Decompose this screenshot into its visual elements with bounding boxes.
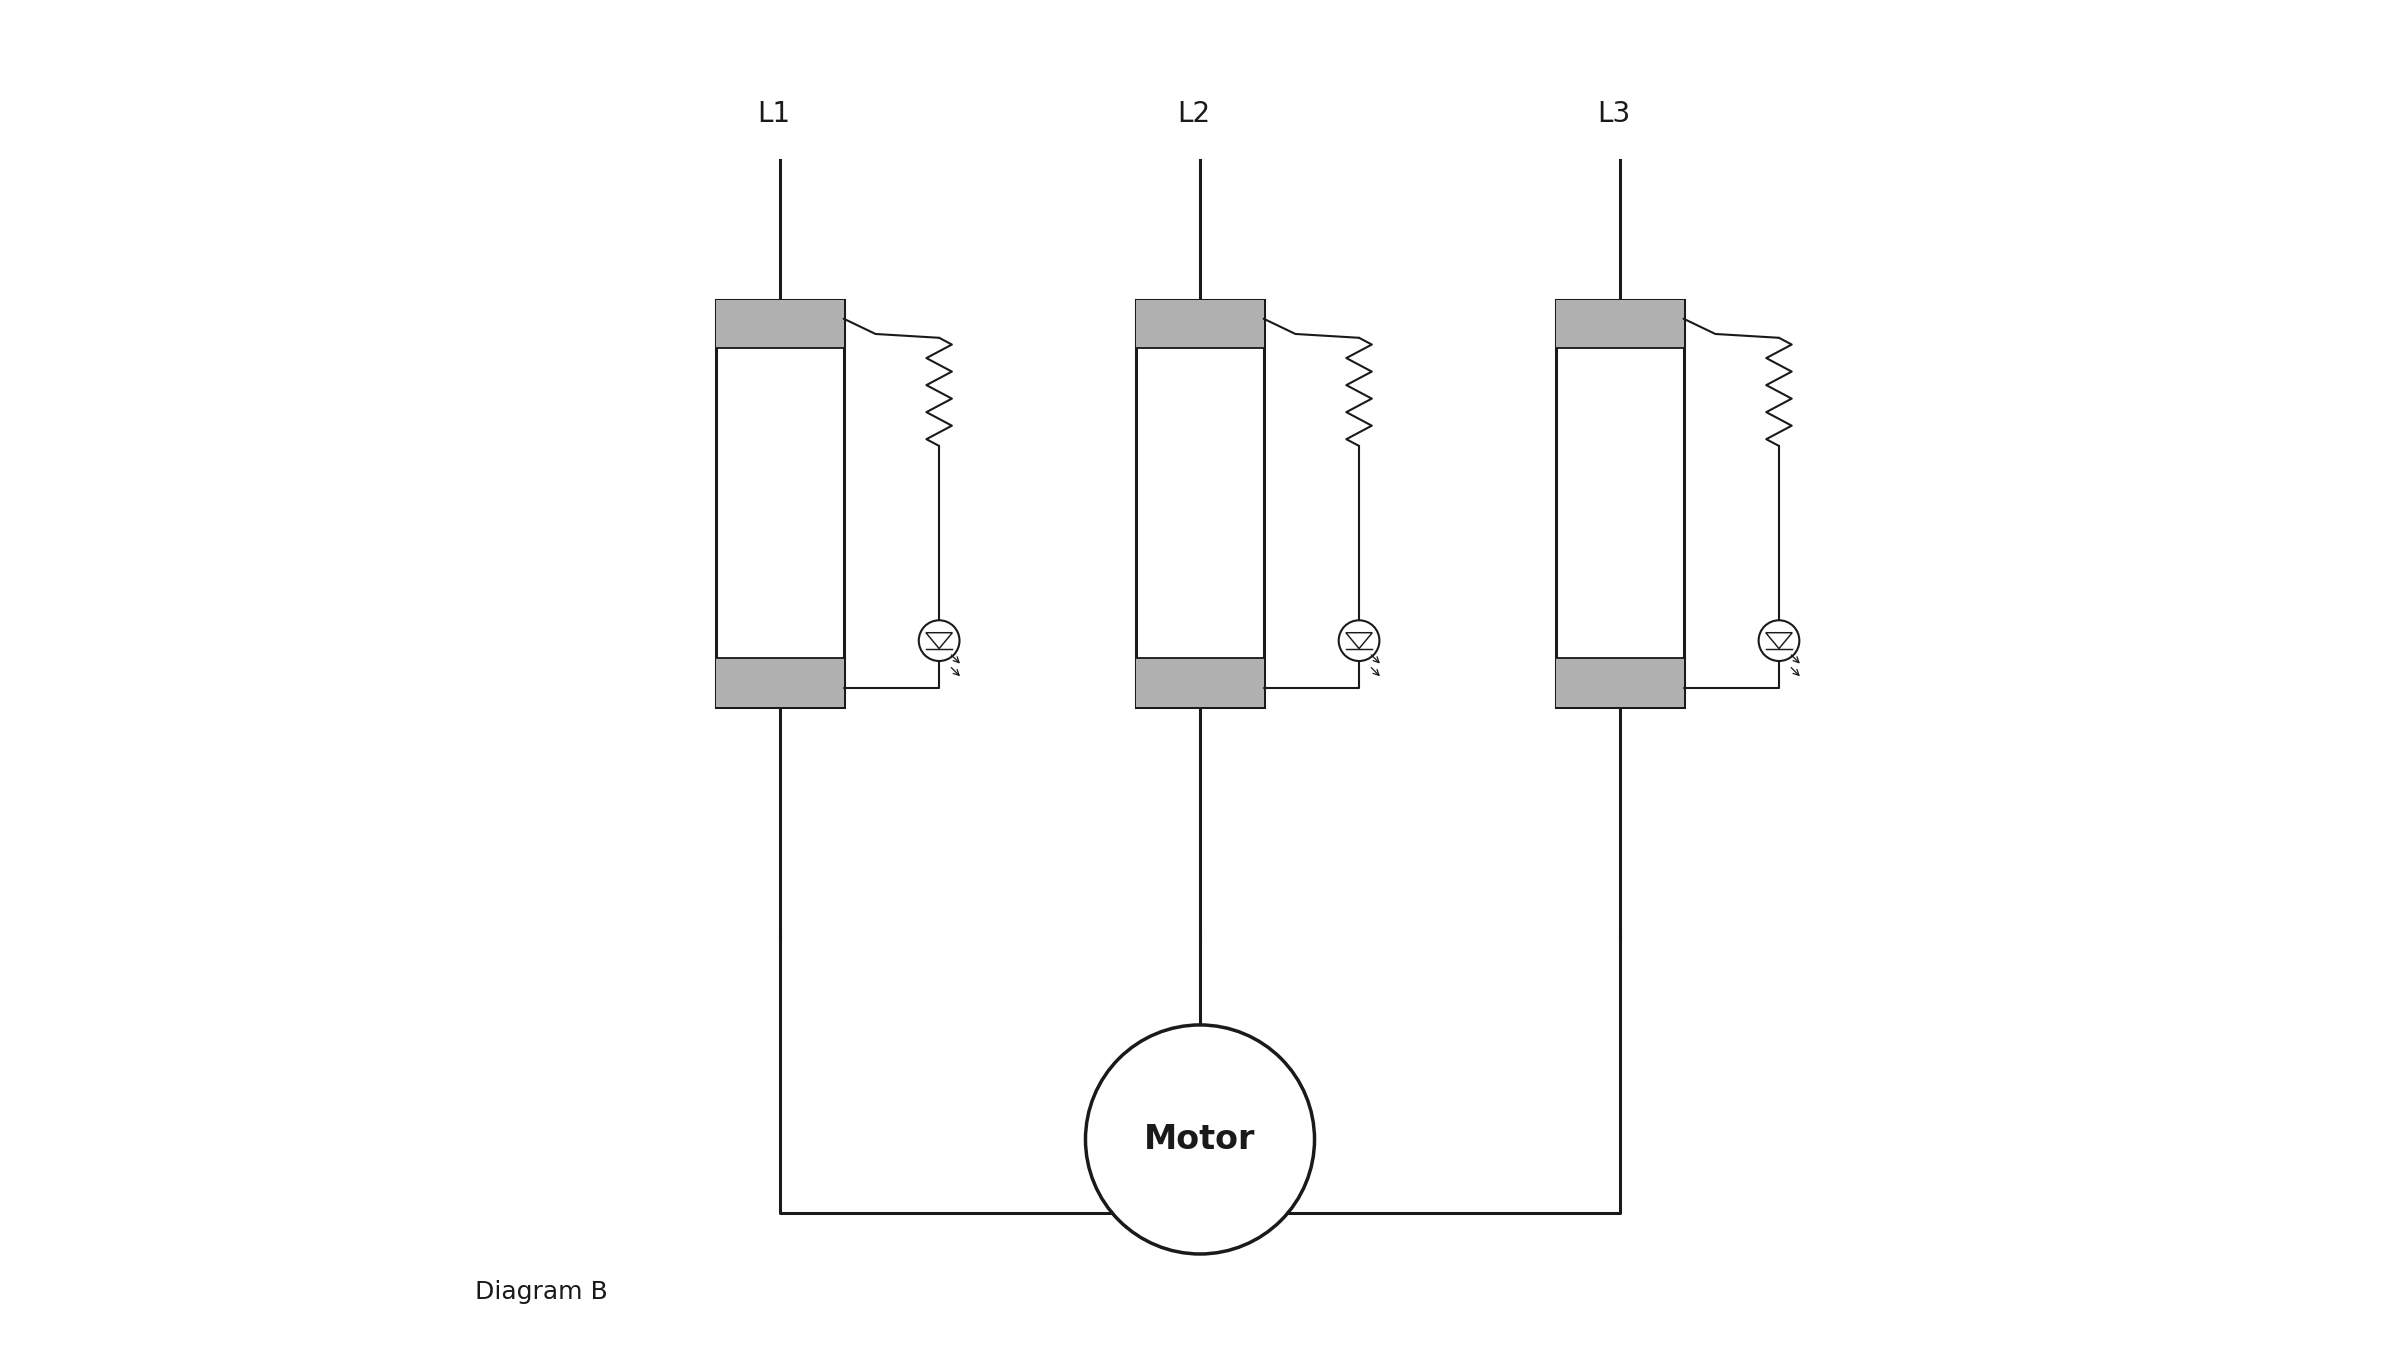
Bar xyxy=(1135,659,1265,707)
Text: L3: L3 xyxy=(1596,100,1630,128)
Bar xyxy=(1555,300,1682,348)
Bar xyxy=(1135,300,1265,707)
Bar xyxy=(718,300,845,707)
Bar xyxy=(1555,659,1682,707)
Circle shape xyxy=(1085,1025,1315,1254)
Bar xyxy=(1555,300,1682,707)
Text: Diagram B: Diagram B xyxy=(475,1280,607,1304)
Text: Motor: Motor xyxy=(1145,1123,1255,1156)
Bar xyxy=(718,659,845,707)
Text: L2: L2 xyxy=(1176,100,1210,128)
Text: L1: L1 xyxy=(756,100,790,128)
Bar xyxy=(1135,300,1265,348)
Bar xyxy=(718,300,845,348)
